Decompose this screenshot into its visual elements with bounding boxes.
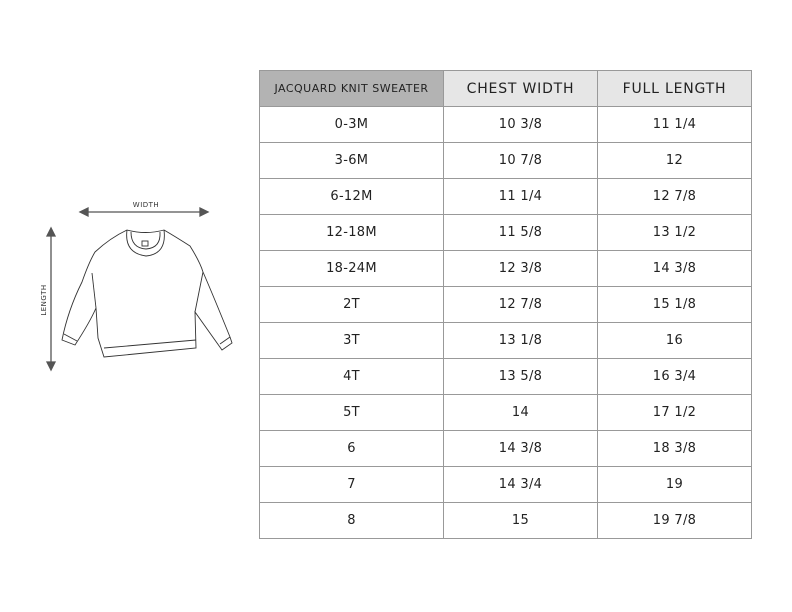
header-row: JACQUARD KNIT SWEATER CHEST WIDTH FULL L… bbox=[259, 70, 752, 107]
table-row: 3-6M 10 7/8 12 bbox=[259, 142, 752, 179]
full-length-cell: 18 3/8 bbox=[597, 430, 752, 467]
length-arrow-icon bbox=[45, 226, 57, 372]
header-full-length: FULL LENGTH bbox=[597, 70, 752, 107]
table-row: 4T 13 5/8 16 3/4 bbox=[259, 358, 752, 395]
chest-width-cell: 10 7/8 bbox=[443, 142, 598, 179]
chest-width-cell: 15 bbox=[443, 502, 598, 539]
size-cell: 6-12M bbox=[259, 178, 444, 215]
size-cell: 6 bbox=[259, 430, 444, 467]
full-length-cell: 19 7/8 bbox=[597, 502, 752, 539]
size-cell: 2T bbox=[259, 286, 444, 323]
chest-width-cell: 10 3/8 bbox=[443, 106, 598, 143]
table-row: 7 14 3/4 19 bbox=[259, 466, 752, 503]
chest-width-cell: 12 3/8 bbox=[443, 250, 598, 287]
chest-width-cell: 11 1/4 bbox=[443, 178, 598, 215]
size-cell: 18-24M bbox=[259, 250, 444, 287]
table-row: 6 14 3/8 18 3/8 bbox=[259, 430, 752, 467]
chest-width-cell: 12 7/8 bbox=[443, 286, 598, 323]
table-row: 0-3M 10 3/8 11 1/4 bbox=[259, 106, 752, 143]
width-arrow-icon bbox=[78, 206, 210, 218]
full-length-cell: 14 3/8 bbox=[597, 250, 752, 287]
full-length-cell: 19 bbox=[597, 466, 752, 503]
full-length-cell: 11 1/4 bbox=[597, 106, 752, 143]
table-row: 8 15 19 7/8 bbox=[259, 502, 752, 539]
size-cell: 5T bbox=[259, 394, 444, 431]
size-cell: 12-18M bbox=[259, 214, 444, 251]
table-row: 18-24M 12 3/8 14 3/8 bbox=[259, 250, 752, 287]
size-cell: 4T bbox=[259, 358, 444, 395]
chest-width-cell: 13 5/8 bbox=[443, 358, 598, 395]
size-cell: 8 bbox=[259, 502, 444, 539]
sweater-icon bbox=[61, 229, 233, 358]
full-length-cell: 13 1/2 bbox=[597, 214, 752, 251]
chest-width-cell: 11 5/8 bbox=[443, 214, 598, 251]
table-row: 2T 12 7/8 15 1/8 bbox=[259, 286, 752, 323]
table-row: 12-18M 11 5/8 13 1/2 bbox=[259, 214, 752, 251]
table-row: 6-12M 11 1/4 12 7/8 bbox=[259, 178, 752, 215]
full-length-cell: 15 1/8 bbox=[597, 286, 752, 323]
full-length-cell: 12 bbox=[597, 142, 752, 179]
full-length-cell: 16 bbox=[597, 322, 752, 359]
size-cell: 3-6M bbox=[259, 142, 444, 179]
full-length-cell: 12 7/8 bbox=[597, 178, 752, 215]
size-cell: 7 bbox=[259, 466, 444, 503]
size-cell: 0-3M bbox=[259, 106, 444, 143]
length-label: LENGTH bbox=[40, 284, 48, 315]
chest-width-cell: 14 3/4 bbox=[443, 466, 598, 503]
chest-width-cell: 14 3/8 bbox=[443, 430, 598, 467]
size-chart-table: JACQUARD KNIT SWEATER CHEST WIDTH FULL L… bbox=[259, 70, 752, 539]
width-label: WIDTH bbox=[133, 201, 159, 209]
chest-width-cell: 14 bbox=[443, 394, 598, 431]
full-length-cell: 17 1/2 bbox=[597, 394, 752, 431]
chest-width-cell: 13 1/8 bbox=[443, 322, 598, 359]
header-product: JACQUARD KNIT SWEATER bbox=[259, 70, 444, 107]
sweater-diagram: WIDTH LENGTH bbox=[40, 201, 233, 372]
full-length-cell: 16 3/4 bbox=[597, 358, 752, 395]
table-row: 3T 13 1/8 16 bbox=[259, 322, 752, 359]
size-cell: 3T bbox=[259, 322, 444, 359]
table-row: 5T 14 17 1/2 bbox=[259, 394, 752, 431]
header-chest-width: CHEST WIDTH bbox=[443, 70, 598, 107]
